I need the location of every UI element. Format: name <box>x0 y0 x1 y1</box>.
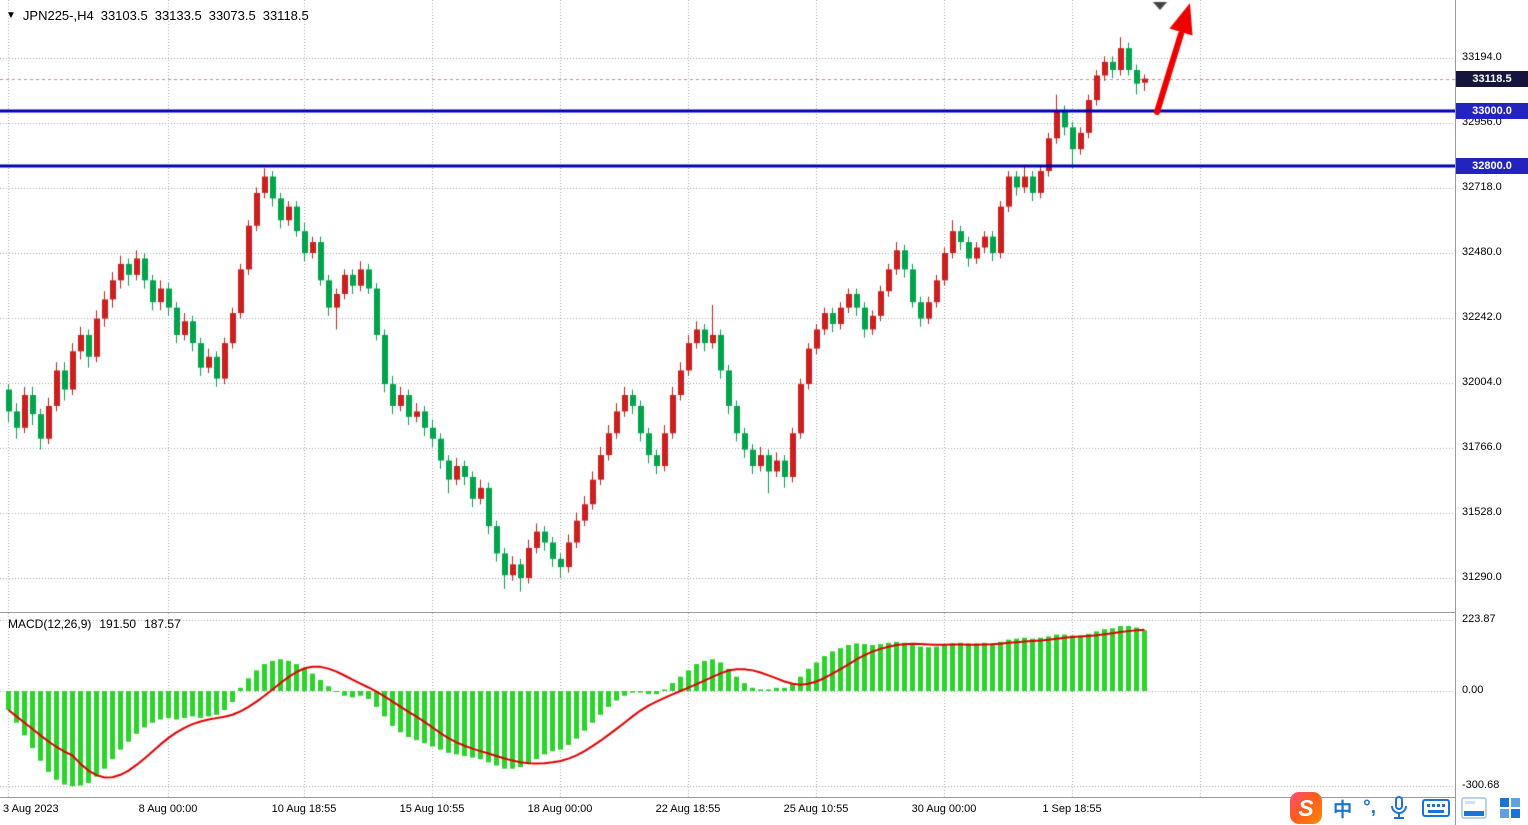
macd-indicator-canvas[interactable] <box>0 612 1455 797</box>
price-tick-label: 32004.0 <box>1462 376 1502 388</box>
ime-window-icon[interactable] <box>1461 797 1487 819</box>
time-tick-label: 1 Sep 18:55 <box>1042 803 1102 815</box>
apps-grid-icon[interactable] <box>1498 796 1522 820</box>
time-tick-label: 30 Aug 00:00 <box>911 803 977 815</box>
price-axis[interactable]: 33194.0 32956.0 32718.0 32480.0 32242.0 32004… <box>1455 0 1528 825</box>
ime-punctuation-icon[interactable]: °, <box>1363 797 1376 818</box>
ohlc-open-value: 33103.5 <box>100 8 148 23</box>
price-tick-label: 32956.0 <box>1462 116 1502 128</box>
macd-tick-label: 0.00 <box>1462 684 1484 696</box>
price-tick-label: 32242.0 <box>1462 311 1502 323</box>
macd-info-bar: MACD(12,26,9) 191.50 187.57 <box>8 617 181 631</box>
time-tick-label: 8 Aug 00:00 <box>138 803 198 815</box>
resistance-line-badge-33000: 33000.0 <box>1456 102 1528 119</box>
time-tick-label: 10 Aug 18:55 <box>271 803 337 815</box>
price-tick-label: 32718.0 <box>1462 181 1502 193</box>
time-axis[interactable]: 3 Aug 2023 8 Aug 00:00 10 Aug 18:55 15 Aug … <box>0 797 1455 825</box>
macd-label: MACD(12,26,9) <box>8 617 92 631</box>
macd-tick-label: -300.68 <box>1462 779 1500 792</box>
ime-language-icon[interactable]: 中 <box>1333 799 1353 821</box>
symbol-info-bar: ▼ JPN225-,H4 33103.5 33133.5 33073.5 331… <box>6 8 309 23</box>
touch-keyboard-icon[interactable] <box>1422 797 1450 819</box>
time-tick-label: 3 Aug 2023 <box>3 803 59 815</box>
time-tick-label: 15 Aug 10:55 <box>399 803 465 815</box>
ohlc-low-value: 33073.5 <box>208 8 256 23</box>
symbol-timeframe-label: JPN225-,H4 <box>22 8 94 23</box>
price-tick-label: 31766.0 <box>1462 441 1502 453</box>
price-tick-label: 32480.0 <box>1462 246 1502 258</box>
ohlc-high-value: 33133.5 <box>154 8 202 23</box>
time-tick-label: 22 Aug 18:55 <box>655 803 721 815</box>
price-tick-label: 31528.0 <box>1462 506 1502 518</box>
support-line-badge-32800: 32800.0 <box>1456 157 1528 174</box>
ohlc-close-value: 33118.5 <box>262 8 309 23</box>
macd-main-value: 191.50 <box>99 617 137 631</box>
symbol-collapse-icon[interactable]: ▼ <box>6 10 16 21</box>
time-tick-label: 18 Aug 00:00 <box>527 803 593 815</box>
current-price-badge: 33118.5 <box>1456 70 1528 87</box>
macd-tick-label: 223.87 <box>1462 613 1496 625</box>
price-tick-label: 33194.0 <box>1462 51 1502 63</box>
macd-signal-value: 187.57 <box>144 617 181 631</box>
time-tick-label: 25 Aug 10:55 <box>783 803 849 815</box>
microphone-icon[interactable] <box>1387 795 1411 821</box>
taskbar-icon-row: S 中 °, <box>1290 791 1522 825</box>
price-chart-canvas[interactable] <box>0 0 1455 612</box>
skrill-icon-letter: S <box>1298 794 1314 821</box>
price-tick-label: 31290.0 <box>1462 571 1502 583</box>
skrill-icon[interactable]: S <box>1290 792 1323 824</box>
